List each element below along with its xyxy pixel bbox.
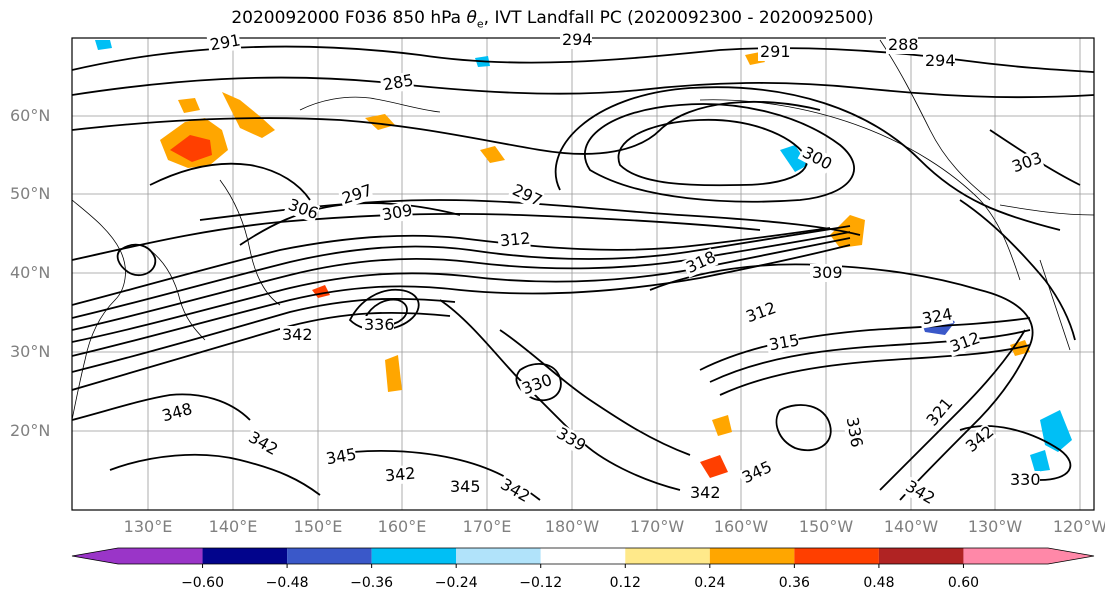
colorbar-segment: [287, 548, 372, 564]
colorbar-tick-label: 0.36: [778, 575, 810, 591]
contour-label-bg: [741, 299, 779, 327]
lon-label: 120°W: [1052, 517, 1105, 536]
contour-label-bg: [379, 71, 415, 95]
colorbar-tick-label: 0.60: [947, 575, 980, 591]
lon-label: 130°E: [123, 517, 173, 536]
contour-label-bg: [923, 52, 955, 70]
colorbar-tick-label: −0.48: [265, 575, 309, 591]
colorbar: [71, 547, 1095, 568]
colorbar-segment: [371, 548, 457, 564]
contour-label-bg: [495, 474, 533, 506]
contour-label-bg: [362, 316, 394, 334]
colorbar-outline: [71, 547, 1095, 565]
contour-label: 345: [450, 477, 481, 496]
colorbar-tick-label: −0.60: [181, 575, 224, 591]
colorbar-tick-label: −0.36: [350, 575, 394, 591]
contour-label: 330: [1010, 470, 1041, 489]
lon-label: 130°W: [967, 517, 1023, 536]
lon-label: 160°W: [713, 517, 769, 536]
graticule: [72, 38, 1094, 510]
contour-label-bg: [921, 394, 957, 432]
lat-label: 40°N: [10, 263, 51, 282]
lon-label: 160°E: [377, 517, 427, 536]
contour-label-bg: [797, 142, 835, 174]
contour-label-bg: [497, 229, 531, 251]
contour-label-bg: [1008, 471, 1040, 489]
colorbar-tick-label: 0.24: [694, 575, 726, 591]
lon-label: 140°W: [883, 517, 939, 536]
contour-label-bg: [900, 476, 938, 508]
contour-label: 336: [364, 315, 395, 334]
contour-label-bg: [517, 371, 555, 399]
colorbar-tick-label: −0.12: [519, 575, 563, 591]
contour-label: 309: [812, 263, 843, 282]
lon-label: 170°W: [629, 517, 685, 536]
contour-label: 342: [384, 464, 416, 486]
contour-label-bg: [681, 248, 719, 278]
lon-label: 150°W: [798, 517, 854, 536]
colorbar-tick-label: −0.24: [434, 575, 478, 591]
colorbar-segment: [72, 548, 203, 564]
contour-label-bg: [688, 484, 720, 502]
contour-label-bg: [507, 180, 545, 210]
contour-label-bg: [886, 36, 918, 54]
contour-label-bg: [280, 326, 312, 344]
lon-label: 180°W: [544, 517, 600, 536]
colorbar-segment: [456, 548, 541, 564]
contour-label: 294: [562, 30, 593, 49]
contour-label-bg: [243, 427, 281, 459]
contour-label: 288: [888, 35, 919, 54]
contour-label-bg: [737, 458, 775, 488]
contour-label-bg: [283, 195, 321, 223]
contour-label-bg: [382, 464, 416, 486]
lon-label: 170°E: [462, 517, 512, 536]
contour-label: 342: [690, 483, 721, 502]
colorbar-tick-label: 0.48: [863, 575, 895, 591]
lat-label: 60°N: [10, 106, 51, 125]
lon-label: 140°E: [208, 517, 258, 536]
colorbar-segment: [878, 548, 964, 564]
colorbar-segment: [540, 548, 626, 564]
figure-title: 2020092000 F036 850 hPa θe, IVT Landfall…: [231, 8, 874, 31]
contour-label-bg: [945, 329, 983, 357]
contour-label-bg: [158, 400, 194, 426]
colorbar-segment: [794, 548, 879, 564]
colorbar-segment: [963, 548, 1094, 564]
contour-label-bg: [918, 305, 954, 329]
contour-label-bg: [551, 423, 589, 455]
contour-label-bg: [758, 43, 790, 61]
contour-label-bg: [1007, 149, 1045, 177]
contour-label: 291: [760, 42, 791, 61]
colorbar-tick-label: 0.12: [609, 575, 641, 591]
contour-label: 342: [282, 325, 313, 344]
contour-label-bg: [448, 478, 480, 496]
lon-label: 150°E: [293, 517, 343, 536]
lat-label: 20°N: [10, 421, 51, 440]
contour-label-bg: [765, 331, 801, 355]
colorbar-segment: [625, 548, 710, 564]
contour-label-bg: [810, 264, 842, 282]
contour-label-bg: [960, 422, 998, 458]
contour-label: 312: [499, 229, 531, 251]
colorbar-segment: [709, 548, 795, 564]
contour-label: 294: [925, 51, 956, 70]
contour-label-bg: [206, 31, 242, 55]
coastlines: [72, 39, 1094, 421]
lat-label: 50°N: [10, 184, 51, 203]
colorbar-segment: [202, 548, 288, 564]
contour-label-bg: [842, 413, 866, 449]
contour-label-bg: [322, 445, 358, 469]
contour-label-bg: [560, 31, 592, 49]
contour-label-bg: [378, 201, 414, 225]
contour-label-bg: [338, 181, 374, 209]
lat-label: 30°N: [10, 342, 51, 361]
